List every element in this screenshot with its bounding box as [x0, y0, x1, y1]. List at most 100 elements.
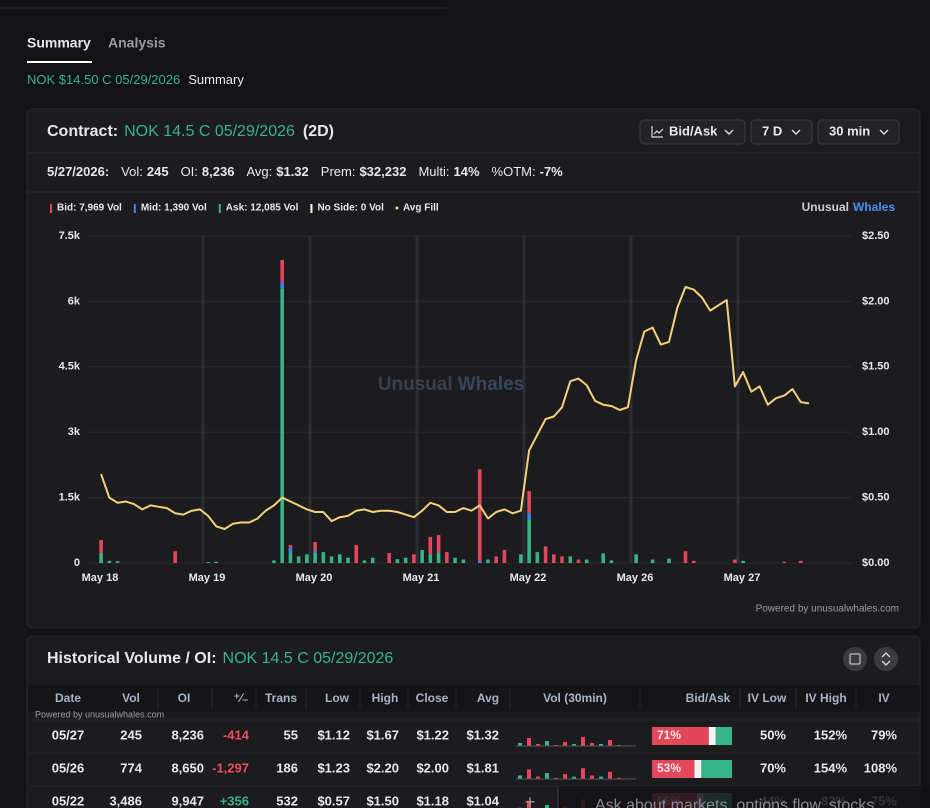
y-tick-label: 6k — [68, 295, 81, 307]
volume-bar — [296, 556, 301, 563]
sparkline-decoration — [608, 771, 612, 779]
chat-placeholder[interactable]: Ask about markets, options flow, stocks — [595, 797, 874, 808]
volume-bar — [436, 552, 441, 563]
volume-bar — [691, 560, 696, 563]
volume-bar — [272, 560, 276, 563]
sparkline-decoration — [527, 769, 531, 779]
button-label[interactable]: Bid/Ask — [669, 123, 718, 138]
volume-bar — [741, 560, 745, 563]
cell-iv: 79% — [871, 727, 897, 742]
volume-bar — [552, 554, 556, 563]
button-label[interactable]: 7 D — [762, 123, 782, 138]
bid-ask-ask — [701, 760, 732, 778]
volume-bar — [445, 552, 449, 563]
cell-low: $0.57 — [317, 793, 350, 808]
volume-bar — [527, 512, 531, 520]
volume-bar — [733, 559, 737, 563]
volume-bar — [461, 559, 466, 563]
volume-bar — [477, 560, 482, 563]
volume-bar — [576, 559, 581, 563]
y-tick-label: 3k — [68, 426, 81, 438]
legend-marker — [310, 204, 313, 213]
bid-ask-label: 71% — [657, 728, 681, 742]
chat-add[interactable]: + — [525, 792, 536, 808]
tab-analysis[interactable]: Analysis — [108, 35, 166, 51]
column-header: High — [372, 691, 399, 705]
volume-bar — [362, 560, 367, 563]
volume-bar — [313, 550, 317, 553]
button-bidask[interactable] — [639, 119, 746, 145]
cell-oi: 9,947 — [171, 793, 204, 808]
volume-bar — [436, 535, 441, 553]
volume-bar — [403, 557, 408, 563]
volume-bar — [280, 281, 284, 289]
volume-bar — [601, 553, 605, 563]
volume-bar — [667, 558, 671, 563]
stat-label: OI: — [181, 164, 198, 179]
volume-bar — [420, 549, 424, 563]
volume-bar — [346, 557, 350, 563]
bid-ask-mid — [708, 727, 716, 745]
legend-label: Mid: 1,390 Vol — [141, 203, 207, 214]
sparkline-decoration — [536, 744, 540, 746]
breadcrumb-symbol[interactable]: NOK $14.50 C 05/29/2026 — [27, 72, 180, 87]
cell-close: $1.18 — [416, 793, 449, 808]
y-tick-label: 4.5k — [59, 361, 81, 373]
volume-bar — [609, 560, 614, 563]
cell-trans: 55 — [284, 727, 298, 742]
watermark: Unusual Whales — [378, 374, 524, 395]
stat-label: %OTM: — [492, 164, 536, 179]
cell-oi: 8,236 — [171, 727, 204, 742]
history-title: Historical Volume / OI: NOK 14.5 C 05/29/… — [47, 650, 393, 667]
legend-marker — [50, 204, 52, 213]
chat-box[interactable] — [558, 786, 930, 808]
legend-label: Bid: 7,969 Vol — [57, 203, 122, 214]
cell-avg: $1.32 — [466, 727, 499, 742]
y2-tick-label: $1.50 — [862, 361, 890, 373]
columns-button[interactable] — [843, 647, 867, 671]
volume-bar — [502, 549, 507, 563]
day-separator — [415, 236, 419, 563]
sparkline-decoration — [545, 805, 549, 808]
sparkline-decoration — [599, 744, 603, 746]
cell-date: 05/26 — [52, 760, 85, 775]
watermark-word: Whales — [458, 374, 525, 395]
stat-label: Prem: — [321, 164, 356, 179]
volume-bar — [543, 546, 548, 563]
volume-bar — [412, 554, 416, 563]
cell-iv-high: 152% — [814, 727, 848, 742]
contract-dte: (2D) — [303, 123, 334, 140]
sparkline-decoration — [536, 776, 540, 779]
volume-bar — [486, 559, 490, 563]
volume-bar — [527, 519, 531, 563]
sparkline-decoration — [518, 775, 522, 779]
sparkline-decoration — [590, 775, 594, 779]
cell-low: $1.23 — [317, 760, 350, 775]
volume-bar — [494, 556, 498, 563]
button-range[interactable] — [750, 119, 813, 145]
expand-button[interactable] — [874, 647, 898, 671]
brand: Unusual Whales — [802, 200, 896, 214]
cell-iv-low: 50% — [760, 727, 786, 742]
sparkline-decoration — [554, 777, 558, 779]
stat-value: $1.32 — [276, 164, 309, 179]
tab-summary[interactable]: Summary — [27, 35, 91, 51]
bid-ask-mid — [694, 760, 702, 778]
column-header: Date — [55, 691, 81, 705]
stat-value: 8,236 — [202, 164, 235, 179]
cell-close: $1.22 — [416, 727, 449, 742]
cell-high: $1.67 — [366, 727, 399, 742]
cell-close: $2.00 — [416, 760, 449, 775]
volume-bar — [115, 561, 120, 563]
volume-bar — [428, 536, 433, 555]
sparkline-decoration — [518, 743, 522, 746]
volume-bar — [584, 559, 589, 563]
column-header: OI — [178, 691, 191, 705]
y-tick-label: 1.5k — [59, 492, 81, 504]
chevron — [879, 129, 889, 135]
button-interval[interactable] — [817, 119, 900, 145]
powered-by[interactable]: Powered by unusualwhales.com — [756, 604, 899, 615]
button-label[interactable]: 30 min — [829, 123, 870, 138]
y-tick-label: 7.5k — [59, 230, 81, 242]
